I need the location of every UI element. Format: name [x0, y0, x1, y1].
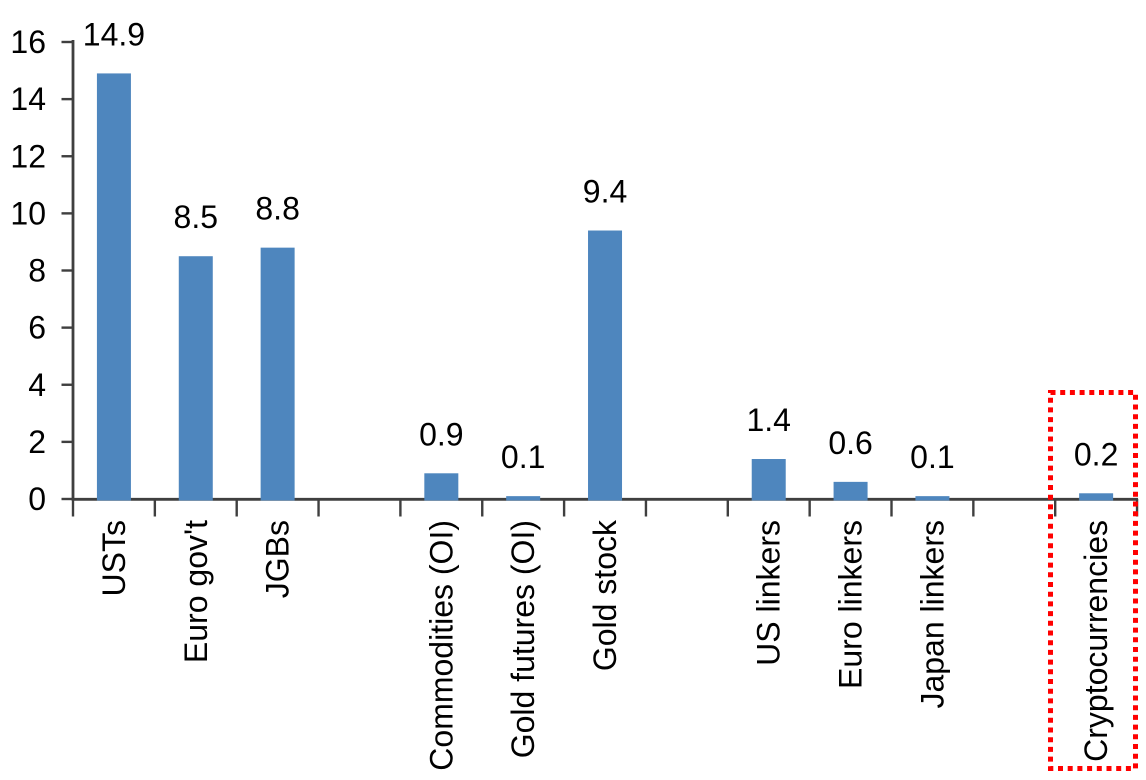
- y-tick-label: 12: [10, 138, 46, 174]
- category-label: Gold futures (OI): [505, 520, 541, 758]
- bar: [96, 73, 131, 501]
- bar-value-label: 0.1: [910, 439, 954, 475]
- category-label: Commodities (OI): [423, 520, 459, 771]
- y-tick-label: 10: [10, 195, 46, 231]
- bar: [751, 459, 786, 501]
- y-tick-label: 16: [10, 24, 46, 60]
- bar-value-label: 1.4: [746, 402, 790, 438]
- category-label: USTs: [96, 520, 132, 596]
- bar: [260, 247, 295, 501]
- bar-value-label: 0.9: [419, 416, 463, 452]
- category-label: JGBs: [260, 520, 296, 598]
- category-label: Euro gov't: [178, 520, 214, 663]
- bar-value-label: 0.1: [501, 439, 545, 475]
- bar-value-label: 8.5: [174, 199, 218, 235]
- y-tick-label: 8: [28, 253, 46, 289]
- bar: [506, 496, 541, 501]
- bar: [424, 473, 459, 501]
- bar: [915, 496, 950, 501]
- y-tick-label: 14: [10, 81, 46, 117]
- bar: [178, 256, 213, 501]
- y-tick-label: 6: [28, 310, 46, 346]
- y-tick-label: 4: [28, 367, 46, 403]
- highlight-box: [1048, 390, 1138, 771]
- bar: [833, 481, 868, 501]
- bar: [588, 230, 623, 501]
- category-label: Gold stock: [587, 519, 623, 671]
- bar-value-label: 0.2: [1074, 436, 1118, 472]
- bar-value-label: 0.6: [828, 425, 872, 461]
- category-label: Japan linkers: [914, 520, 950, 709]
- bar-value-label: 14.9: [83, 16, 145, 52]
- bar-value-label: 9.4: [583, 174, 627, 210]
- category-label: Cryptocurrencies: [1078, 520, 1114, 762]
- y-tick-label: 0: [28, 481, 46, 517]
- bar-value-label: 8.8: [255, 191, 299, 227]
- category-label: US linkers: [751, 520, 787, 666]
- category-label: Euro linkers: [833, 520, 869, 689]
- y-tick-label: 2: [28, 424, 46, 460]
- bar: [1079, 493, 1114, 501]
